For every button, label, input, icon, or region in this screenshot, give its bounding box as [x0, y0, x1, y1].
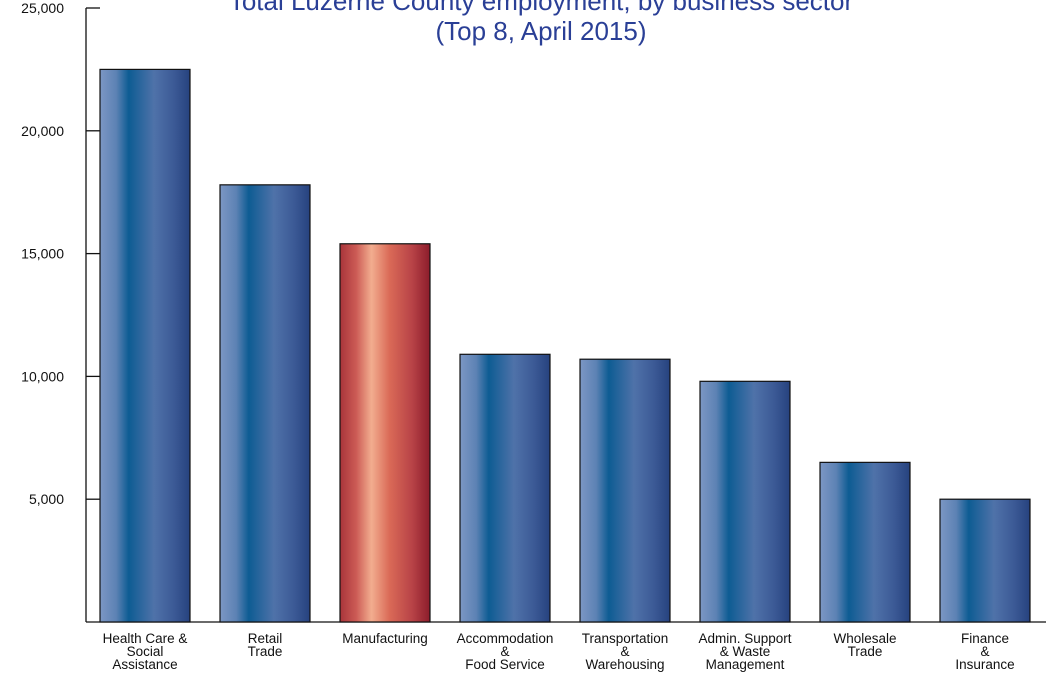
x-tick-label-line: Insurance: [955, 657, 1014, 672]
bar: [99, 68, 191, 623]
x-tick-label-line: Assistance: [112, 657, 177, 672]
y-axis-ticks: 5,000 10,000 15,000 20,000 25,000: [21, 0, 100, 507]
x-tick-label-line: Retail: [248, 631, 283, 646]
x-tick-label-line: Food Service: [465, 657, 545, 672]
chart-subtitle: (Top 8, April 2015): [435, 16, 646, 46]
x-tick-label: Accommodation & Food Service: [457, 631, 554, 672]
x-tick-label-line: Finance: [961, 631, 1009, 646]
x-tick-label-line: Manufacturing: [342, 631, 428, 646]
x-tick-label: Finance & Insurance: [955, 631, 1014, 672]
y-tick-label: 20,000: [21, 123, 64, 139]
bar: [699, 380, 791, 623]
x-tick-label: Transportation & Warehousing: [582, 631, 669, 672]
x-tick-label-line: &: [980, 644, 989, 659]
y-tick-label: 5,000: [29, 491, 64, 507]
x-tick-label-line: Trade: [248, 644, 283, 659]
x-tick-label-line: Wholesale: [833, 631, 896, 646]
bar: [939, 498, 1031, 623]
x-tick-label-line: Trade: [848, 644, 883, 659]
x-tick-label-line: Admin. Support: [698, 631, 791, 646]
x-tick-label: Wholesale Trade: [833, 631, 896, 659]
x-tick-label-line: Social: [127, 644, 164, 659]
x-tick-label-line: Warehousing: [585, 657, 664, 672]
bar: [819, 461, 911, 623]
bars: [99, 68, 1031, 623]
x-tick-label-line: Health Care &: [103, 631, 188, 646]
bar: [579, 358, 671, 623]
x-tick-label: Manufacturing: [342, 631, 428, 646]
y-tick-label: 15,000: [21, 246, 64, 262]
x-tick-label-line: &: [620, 644, 629, 659]
x-tick-label-line: Accommodation: [457, 631, 554, 646]
x-tick-label-line: & Waste: [720, 644, 771, 659]
bar: [339, 243, 431, 623]
y-tick-label: 25,000: [21, 0, 64, 16]
x-tick-label-line: Management: [706, 657, 785, 672]
y-tick-label: 10,000: [21, 368, 64, 384]
x-tick-label: Retail Trade: [248, 631, 283, 659]
chart-title-line: Total Luzerne County employment, by busi…: [229, 0, 854, 16]
chart-title: Total Luzerne County employment, by busi…: [229, 0, 854, 46]
bar: [459, 353, 551, 623]
x-tick-label: Admin. Support & Waste Management: [698, 631, 791, 672]
x-tick-label-line: Transportation: [582, 631, 669, 646]
x-tick-label-line: &: [500, 644, 509, 659]
x-tick-label: Health Care & Social Assistance: [103, 631, 188, 672]
bar: [219, 184, 311, 623]
